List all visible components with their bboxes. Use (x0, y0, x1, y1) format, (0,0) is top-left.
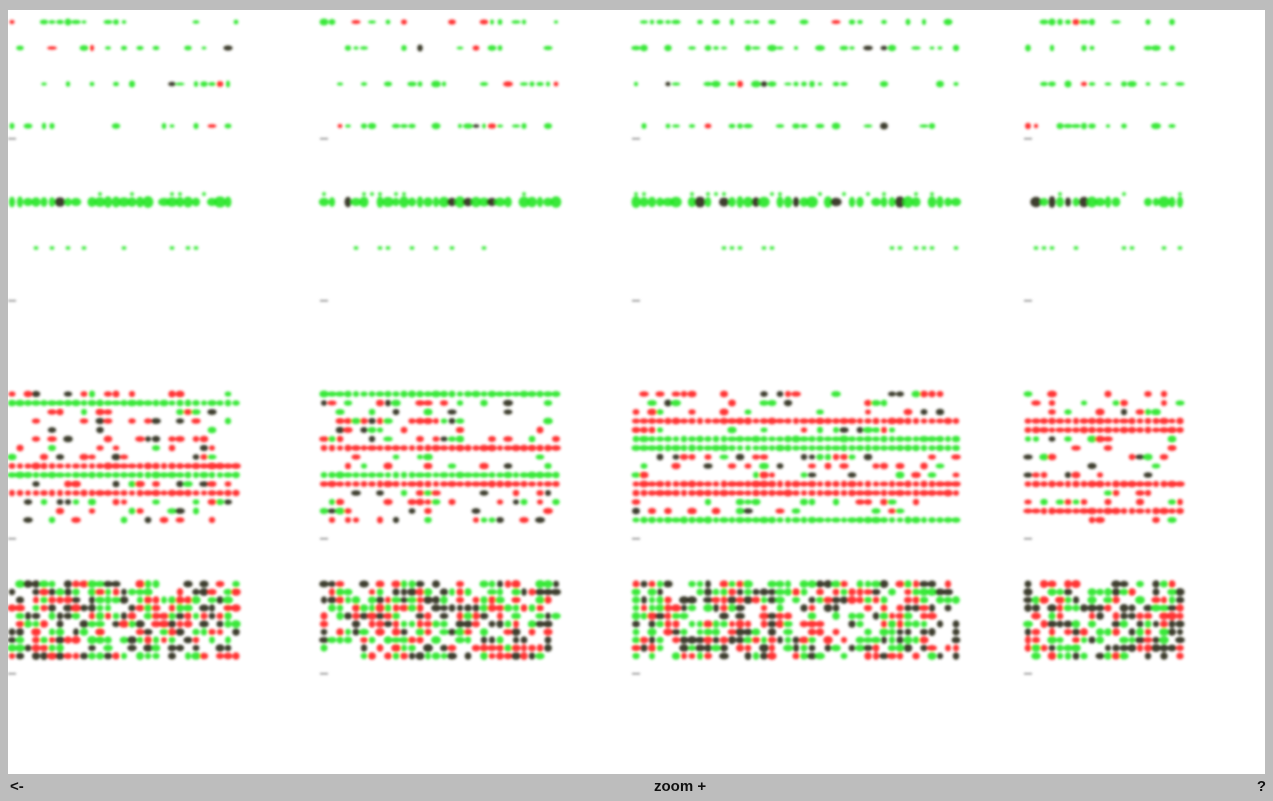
heatmap-viewport[interactable] (8, 10, 1265, 774)
back-button[interactable]: <- (10, 778, 24, 795)
zoom-in-button[interactable]: zoom + (654, 778, 707, 795)
bottom-toolbar: <- zoom + ? (0, 774, 1273, 801)
help-button[interactable]: ? (1256, 778, 1266, 795)
expression-heatmap-grid[interactable] (8, 10, 1265, 774)
top-frame (0, 0, 1273, 10)
